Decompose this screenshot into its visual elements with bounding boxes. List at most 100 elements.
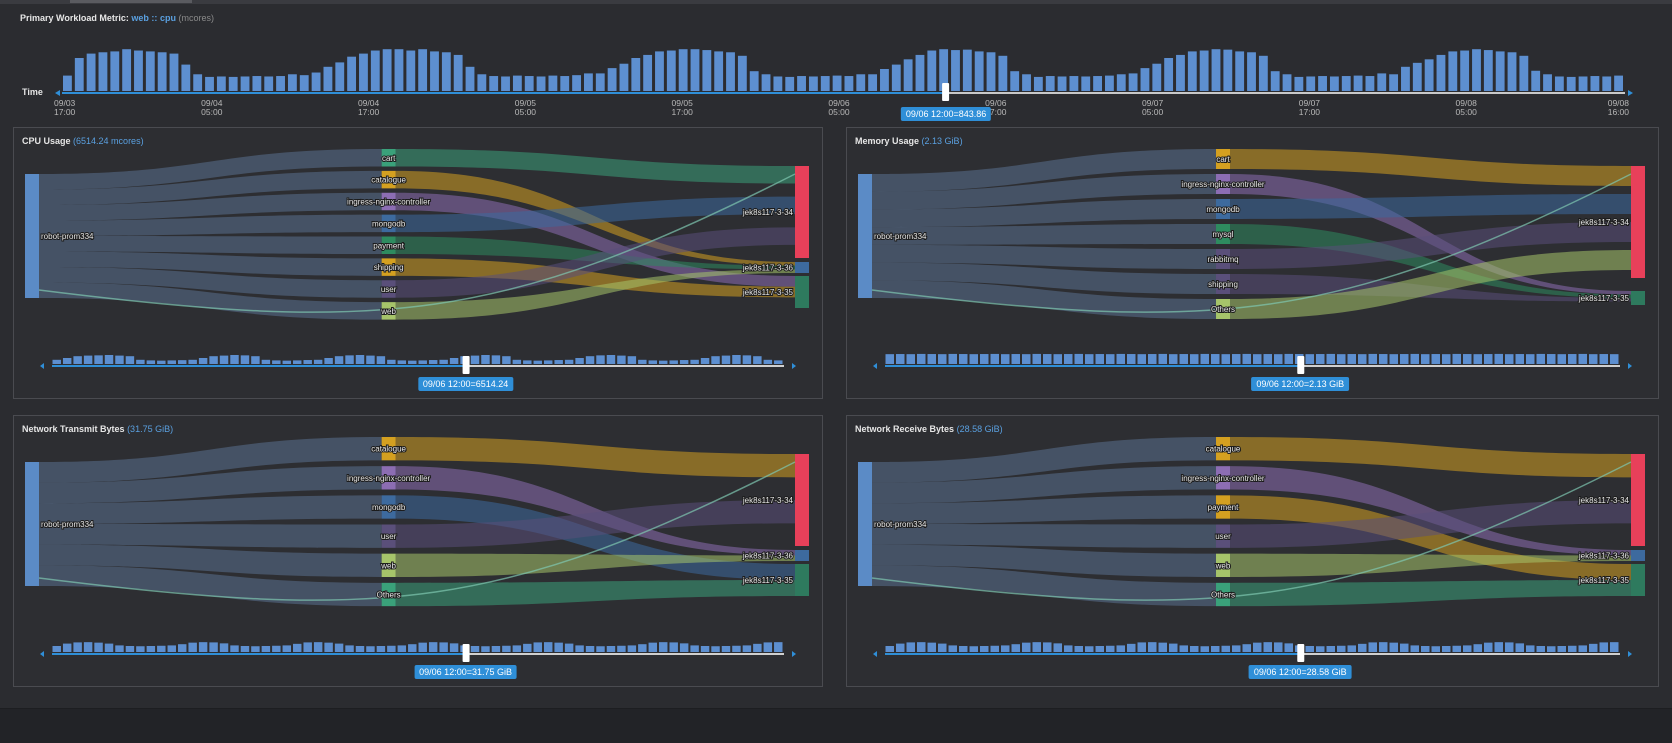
- mini-next-arrow[interactable]: [1628, 363, 1632, 369]
- mini-timeline-bar: [73, 356, 82, 364]
- timeline-bar: [394, 49, 404, 91]
- workload-node-ingress-nginx-controller[interactable]: [1216, 174, 1231, 194]
- mini-prev-arrow[interactable]: [40, 651, 44, 657]
- panel-title: Network Receive Bytes (28.58 GiB): [855, 424, 1003, 434]
- mini-timeline-bar: [136, 359, 145, 364]
- workload-node-rabbitmq[interactable]: [1216, 249, 1231, 269]
- timeline-bar: [430, 51, 439, 91]
- bottom-status-bar: [0, 708, 1672, 743]
- timeline-bar: [1329, 76, 1339, 91]
- mini-next-arrow[interactable]: [792, 651, 796, 657]
- workload-node-user[interactable]: [1216, 524, 1231, 548]
- mini-next-arrow[interactable]: [1628, 651, 1632, 657]
- source-node[interactable]: [25, 174, 39, 298]
- workload-node-web[interactable]: [381, 302, 396, 320]
- mini-prev-arrow[interactable]: [873, 651, 877, 657]
- timeline-bar: [808, 76, 818, 91]
- workload-node-mysql[interactable]: [1216, 224, 1231, 244]
- timeline-handle[interactable]: [942, 83, 950, 101]
- mini-timeline-handle[interactable]: [462, 356, 470, 374]
- mini-timeline-bar: [927, 642, 936, 652]
- workload-node-ingress-nginx-controller[interactable]: [381, 192, 396, 211]
- timeline-prev-arrow[interactable]: [55, 90, 60, 96]
- mini-timeline-handle[interactable]: [1297, 644, 1305, 662]
- mini-prev-arrow[interactable]: [40, 363, 44, 369]
- workload-node-shipping[interactable]: [1216, 274, 1231, 294]
- timeline-tick-date: 09/08: [1608, 98, 1630, 108]
- primary-metric-timeline[interactable]: Time09/0317:0009/0405:0009/0417:0009/050…: [0, 18, 1672, 118]
- timeline-bar: [311, 72, 321, 91]
- target-node[interactable]: [1631, 550, 1645, 561]
- mini-timeline-bar: [397, 360, 407, 364]
- timeline-bar: [1033, 76, 1043, 91]
- mini-timeline-bar: [885, 354, 894, 364]
- mini-timeline-bar: [1526, 354, 1535, 364]
- mini-timeline-bar: [948, 645, 957, 652]
- mini-timeline-handle[interactable]: [1297, 356, 1305, 374]
- target-node[interactable]: [795, 564, 809, 596]
- mini-timeline-bar: [418, 360, 427, 364]
- mini-timeline-bar: [1001, 354, 1010, 364]
- workload-node-cart[interactable]: [381, 149, 396, 167]
- workload-node-catalogue[interactable]: [381, 170, 396, 189]
- target-node[interactable]: [795, 454, 809, 546]
- workload-node-ingress-nginx-controller[interactable]: [381, 466, 396, 490]
- mini-timeline-bar: [1011, 644, 1020, 652]
- target-node[interactable]: [1631, 291, 1645, 305]
- timeline-bar: [441, 52, 451, 91]
- workload-node-ingress-nginx-controller[interactable]: [1216, 466, 1231, 490]
- source-node[interactable]: [858, 174, 872, 298]
- timeline-bar: [252, 76, 262, 91]
- workload-node-payment[interactable]: [381, 236, 396, 255]
- source-node[interactable]: [25, 462, 39, 586]
- flow-shipping-to-target: [395, 258, 795, 298]
- workload-node-mongodb[interactable]: [1216, 199, 1231, 219]
- workload-node-user[interactable]: [381, 524, 396, 548]
- workload-node-shipping[interactable]: [381, 258, 396, 276]
- mini-timeline-bar: [753, 643, 762, 652]
- mini-timeline-bar: [1568, 645, 1577, 652]
- timeline-next-arrow[interactable]: [1628, 90, 1633, 96]
- mini-timeline-handle[interactable]: [462, 644, 470, 662]
- workload-node-web[interactable]: [381, 553, 396, 577]
- workload-node-cart[interactable]: [1216, 149, 1231, 169]
- mini-timeline-bar: [1379, 354, 1388, 364]
- workload-node-Others[interactable]: [1216, 299, 1231, 319]
- flow-mongodb-to-target: [395, 196, 795, 233]
- workload-node-mongodb[interactable]: [381, 495, 396, 519]
- workload-node-web[interactable]: [1216, 553, 1231, 577]
- target-node[interactable]: [795, 550, 809, 561]
- mini-timeline-bar: [1536, 353, 1545, 364]
- metric-workload-link[interactable]: web: [131, 13, 149, 23]
- target-node[interactable]: [1631, 454, 1645, 546]
- workload-node-Others[interactable]: [1216, 582, 1231, 607]
- mini-timeline-bar: [1473, 644, 1482, 652]
- mini-timeline-bar: [1410, 645, 1419, 652]
- mini-timeline-bar: [1389, 642, 1398, 652]
- target-node[interactable]: [1631, 166, 1645, 278]
- target-node[interactable]: [795, 166, 809, 258]
- mini-prev-arrow[interactable]: [873, 363, 877, 369]
- workload-node-Others[interactable]: [381, 582, 396, 607]
- target-node[interactable]: [1631, 564, 1645, 596]
- timeline-tick-date: 09/07: [1142, 98, 1164, 108]
- mini-timeline-bar: [1347, 645, 1356, 652]
- timeline-bar: [868, 74, 878, 91]
- target-node[interactable]: [795, 262, 809, 273]
- metric-name-link[interactable]: cpu: [159, 13, 176, 23]
- timeline-bar: [1128, 73, 1138, 91]
- workload-node-catalogue[interactable]: [381, 437, 396, 461]
- flow-source-to-mongodb: [39, 495, 382, 524]
- flow-source-to-mongodb: [872, 199, 1217, 228]
- workload-node-mongodb[interactable]: [381, 214, 396, 233]
- workload-node-user[interactable]: [381, 280, 396, 298]
- mini-timeline-bar: [1505, 354, 1514, 364]
- target-node[interactable]: [795, 276, 809, 308]
- active-tab-indicator[interactable]: [70, 0, 192, 3]
- workload-node-payment[interactable]: [1216, 495, 1231, 519]
- workload-node-catalogue[interactable]: [1216, 437, 1231, 461]
- source-node[interactable]: [858, 462, 872, 586]
- mini-timeline-bar: [1410, 353, 1419, 364]
- flow-source-to-rabbitmq: [872, 244, 1217, 269]
- mini-next-arrow[interactable]: [792, 363, 796, 369]
